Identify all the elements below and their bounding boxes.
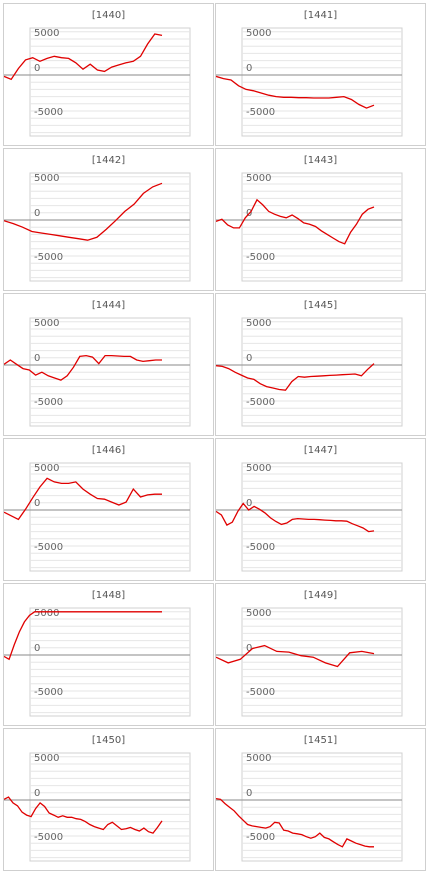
chart-panel: [1444] 5000 0 -5000 <box>3 293 214 436</box>
y-tick-label: -5000 <box>34 397 63 408</box>
chart-plot: 5000 0 -5000 <box>216 317 403 427</box>
y-tick-label: -5000 <box>246 687 275 698</box>
y-tick-label: 0 <box>246 643 252 654</box>
series-line <box>216 363 375 391</box>
y-tick-label: 5000 <box>34 753 59 764</box>
chart-panel: [1445] 5000 0 -5000 <box>215 293 426 436</box>
chart-title: [1446] <box>91 445 126 456</box>
series-line <box>216 75 375 109</box>
chart-title: [1448] <box>91 590 126 601</box>
y-tick-label: 5000 <box>34 318 59 329</box>
y-tick-label: 5000 <box>246 318 271 329</box>
series-line <box>216 198 375 245</box>
y-tick-label: -5000 <box>34 252 63 263</box>
chart-panel: [1442] 5000 0 -5000 <box>3 148 214 291</box>
chart-panel: [1441] 5000 0 -5000 <box>215 3 426 146</box>
y-tick-label: 0 <box>246 498 252 509</box>
chart-panel: [1448] 5000 0 -5000 <box>3 583 214 726</box>
series-line <box>216 797 374 848</box>
y-tick-label: -5000 <box>246 542 275 553</box>
y-tick-label: -5000 <box>34 687 63 698</box>
chart-title: [1449] <box>303 590 338 601</box>
y-tick-label: 0 <box>246 788 252 799</box>
chart-plot: 5000 0 -5000 <box>216 607 403 717</box>
chart-title: [1442] <box>91 155 126 166</box>
series-line <box>216 644 375 668</box>
series-line <box>4 182 163 241</box>
y-tick-label: -5000 <box>34 832 63 843</box>
y-tick-label: -5000 <box>246 107 275 118</box>
chart-panel: [1451] 5000 0 -5000 <box>215 728 426 871</box>
series-line <box>4 796 163 834</box>
y-tick-label: -5000 <box>246 397 275 408</box>
chart-title: [1451] <box>303 735 338 746</box>
chart-title: [1445] <box>303 300 338 311</box>
y-tick-label: 5000 <box>34 28 59 39</box>
chart-title: [1450] <box>91 735 126 746</box>
y-tick-label: 0 <box>34 208 40 219</box>
y-tick-label: 5000 <box>246 463 271 474</box>
chart-panel: [1443] 5000 0 -5000 <box>215 148 426 291</box>
chart-panel: [1440] 5000 0 -5000 <box>3 3 214 146</box>
chart-plot: 5000 0 -5000 <box>216 752 403 862</box>
chart-title: [1444] <box>91 300 126 311</box>
y-tick-label: 5000 <box>34 173 59 184</box>
chart-title: [1443] <box>303 155 338 166</box>
y-tick-label: -5000 <box>34 107 63 118</box>
y-tick-label: 0 <box>34 498 40 509</box>
chart-plot: 5000 0 -5000 <box>216 462 403 572</box>
chart-plot: 5000 0 -5000 <box>216 27 403 137</box>
y-tick-label: -5000 <box>246 832 275 843</box>
series-line <box>4 477 162 521</box>
y-tick-label: 5000 <box>246 753 271 764</box>
y-tick-label: 5000 <box>246 173 271 184</box>
series-line <box>216 502 375 533</box>
chart-panel: [1447] 5000 0 -5000 <box>215 438 426 581</box>
y-tick-label: 0 <box>34 788 40 799</box>
chart-panel: [1446] 5000 0 -5000 <box>3 438 214 581</box>
chart-title: [1447] <box>303 445 338 456</box>
chart-plot: 5000 0 -5000 <box>4 607 191 717</box>
chart-plot: 5000 0 -5000 <box>4 172 191 282</box>
y-tick-label: 5000 <box>246 608 271 619</box>
y-tick-label: 0 <box>34 353 40 364</box>
y-tick-label: 0 <box>246 63 252 74</box>
y-tick-label: 5000 <box>34 463 59 474</box>
chart-plot: 5000 0 -5000 <box>4 317 191 427</box>
chart-title: [1440] <box>91 10 126 21</box>
chart-plot: 5000 0 -5000 <box>4 27 191 137</box>
y-tick-label: 5000 <box>34 608 59 619</box>
series-line <box>4 611 162 661</box>
chart-panel: [1450] 5000 0 -5000 <box>3 728 214 871</box>
y-tick-label: -5000 <box>34 542 63 553</box>
chart-panel: [1449] 5000 0 -5000 <box>215 583 426 726</box>
chart-title: [1441] <box>303 10 338 21</box>
y-tick-label: 0 <box>246 353 252 364</box>
y-tick-label: -5000 <box>246 252 275 263</box>
y-tick-label: 5000 <box>246 28 271 39</box>
series-line <box>4 33 163 81</box>
chart-plot: 5000 0 -5000 <box>4 752 191 862</box>
y-tick-label: 0 <box>34 63 40 74</box>
chart-plot: 5000 0 -5000 <box>4 462 191 572</box>
y-tick-label: 0 <box>34 643 40 654</box>
series-line <box>4 354 162 381</box>
